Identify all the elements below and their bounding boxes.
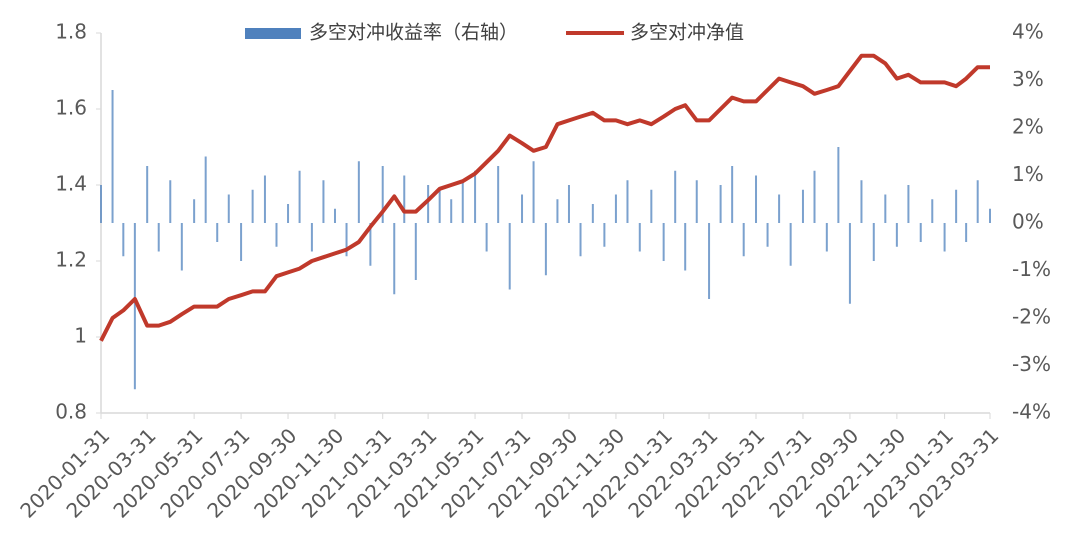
bar	[322, 180, 325, 223]
y2-tick-label: -2%	[1012, 305, 1051, 329]
bar	[719, 185, 722, 223]
bar	[766, 223, 769, 247]
y2-tick-label: 3%	[1012, 67, 1044, 91]
bar	[907, 185, 910, 223]
bar	[989, 208, 991, 223]
bar	[708, 223, 711, 299]
bar	[695, 180, 698, 223]
bar	[133, 223, 136, 390]
bar	[976, 180, 979, 223]
bar	[369, 223, 372, 266]
bar	[393, 223, 396, 295]
bar	[287, 204, 290, 223]
bar	[931, 199, 934, 223]
bar	[111, 90, 114, 223]
bar	[227, 194, 230, 223]
bar	[450, 199, 453, 223]
y2-tick-label: 4%	[1012, 20, 1044, 44]
bar	[895, 223, 898, 247]
bar	[778, 194, 781, 223]
bar	[848, 223, 851, 304]
bar	[508, 223, 511, 290]
bar	[474, 170, 477, 223]
bar	[789, 223, 792, 266]
y2-tick-label: 0%	[1012, 210, 1044, 234]
bar	[157, 223, 160, 252]
bar	[801, 189, 804, 223]
bar	[742, 223, 745, 257]
bar	[943, 223, 946, 252]
y2-tick-label: -1%	[1012, 257, 1051, 281]
bar	[240, 223, 243, 261]
y2-tick-label: 1%	[1012, 162, 1044, 186]
bar	[403, 175, 406, 223]
bar	[579, 223, 582, 257]
bar	[251, 189, 254, 223]
bar	[122, 223, 125, 257]
bar	[813, 170, 816, 223]
legend-swatch	[245, 28, 301, 39]
bar	[919, 223, 922, 242]
bar	[955, 189, 958, 223]
bar	[532, 161, 535, 223]
y-tick-label: 1	[74, 324, 87, 348]
bar	[662, 223, 665, 261]
y-tick-label: 0.8	[55, 400, 87, 424]
line	[99, 53, 990, 342]
bar	[860, 180, 863, 223]
bar	[837, 147, 840, 223]
bar	[825, 223, 828, 252]
y2-tick-label: -3%	[1012, 352, 1051, 376]
bar	[650, 189, 653, 223]
bar	[485, 223, 488, 252]
bar	[146, 166, 149, 223]
bar	[381, 166, 384, 223]
bar	[497, 166, 500, 223]
bar	[100, 185, 102, 223]
bar	[626, 180, 629, 223]
bar	[461, 180, 464, 223]
y-tick-label: 1.2	[55, 248, 87, 272]
y-tick-label: 1.4	[55, 172, 87, 196]
bar	[414, 223, 417, 280]
legend-label: 多空对冲收益率（右轴）	[309, 22, 518, 44]
bar	[263, 175, 266, 223]
y-tick-label: 1.8	[55, 20, 87, 44]
y2-tick-label: 2%	[1012, 115, 1044, 139]
bar	[521, 194, 524, 223]
bar	[603, 223, 606, 247]
bar	[193, 199, 196, 223]
bar	[204, 156, 207, 223]
bar	[872, 223, 875, 261]
bar	[298, 170, 301, 223]
bar	[180, 223, 183, 271]
bar	[731, 166, 734, 223]
bar	[310, 223, 313, 252]
bar	[674, 170, 677, 223]
bar	[591, 204, 594, 223]
bar	[556, 199, 559, 223]
bar	[638, 223, 641, 252]
bar	[567, 185, 570, 223]
bar	[169, 180, 172, 223]
bar	[427, 185, 430, 223]
bar	[216, 223, 219, 242]
y2-tick-label: -4%	[1012, 400, 1051, 424]
bar	[357, 161, 360, 223]
bar	[345, 223, 348, 257]
bar	[755, 175, 758, 223]
bar	[438, 189, 441, 223]
bar	[965, 223, 968, 242]
bar	[684, 223, 687, 271]
y-tick-label: 1.6	[55, 96, 87, 120]
bar	[544, 223, 547, 276]
bar	[884, 194, 887, 223]
bar	[614, 194, 617, 223]
legend-label: 多空对冲净值	[630, 22, 744, 44]
bar	[333, 208, 336, 223]
bar	[275, 223, 278, 247]
